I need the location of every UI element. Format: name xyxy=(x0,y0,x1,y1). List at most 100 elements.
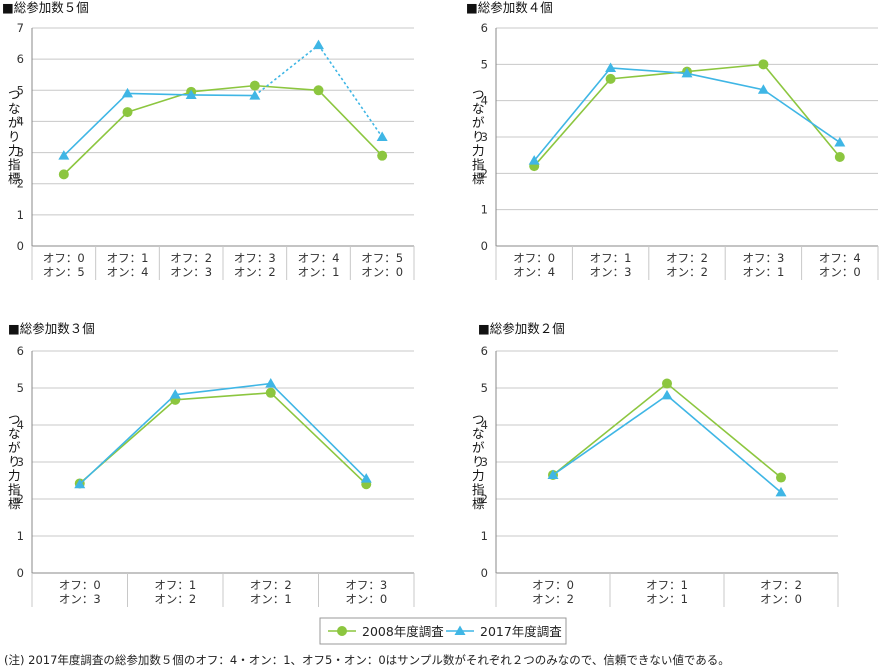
chart-title: ■総参加数２個 xyxy=(478,321,565,336)
data-point-2017 xyxy=(605,62,617,72)
legend: 2008年度調査 2017年度調査 xyxy=(319,617,567,645)
data-point-2008 xyxy=(265,387,276,398)
y-axis-label-glyph: 力 xyxy=(472,143,485,158)
series-line-segment xyxy=(127,92,192,96)
y-axis-label-glyph: 力 xyxy=(8,468,21,483)
series-line-segment xyxy=(666,394,782,493)
x-category-label: オフ：2 xyxy=(170,251,212,265)
series-line-segment xyxy=(63,92,129,157)
series-line-segment xyxy=(254,44,319,97)
y-axis-label-glyph: 力 xyxy=(8,143,21,158)
y-tick-label: 6 xyxy=(481,21,488,35)
x-category-label: オン：2 xyxy=(666,265,708,279)
series-line-segment xyxy=(191,94,255,97)
data-point-2008 xyxy=(122,107,133,118)
x-category-label: オン：2 xyxy=(154,592,196,606)
y-axis-label-glyph: な xyxy=(8,101,21,116)
x-category-label: オフ：1 xyxy=(107,251,149,265)
series-line-segment xyxy=(254,84,319,92)
x-category-label: オン：0 xyxy=(760,592,802,606)
x-category-label: オン：1 xyxy=(250,592,292,606)
data-point-2008 xyxy=(662,378,672,389)
x-category-label: オン：2 xyxy=(234,265,276,279)
y-tick-label: 1 xyxy=(481,529,488,543)
series-line-segment xyxy=(175,392,271,401)
x-category-label: オフ：3 xyxy=(234,251,276,265)
chart-title: ■総参加数３個 xyxy=(8,321,95,336)
y-axis-label-glyph: 力 xyxy=(472,468,485,483)
y-axis-label-glyph: 指 xyxy=(472,482,485,497)
y-tick-label: 3 xyxy=(481,130,488,144)
x-category-label: オン：2 xyxy=(532,592,574,606)
data-point-2017 xyxy=(775,486,787,497)
y-axis-label-glyph: 標 xyxy=(472,171,485,186)
chart-panel-2: ■総参加数４個 0 1 2 3 4 5 6 オフ：0オン：4 オフ：1オン：3 オフ：2オン：2 オフ… xyxy=(466,0,879,280)
y-tick-label: 3 xyxy=(481,455,488,469)
data-point-2017 xyxy=(169,389,181,399)
x-category-label: オフ：4 xyxy=(819,251,861,265)
data-point-2017 xyxy=(74,478,86,489)
x-category-label: オフ：0 xyxy=(43,251,85,265)
y-axis-label-glyph: り xyxy=(8,454,21,469)
y-tick-label: 3 xyxy=(17,455,24,469)
y-tick-label: 6 xyxy=(481,344,488,358)
data-point-2008 xyxy=(758,59,769,70)
series-line-segment xyxy=(610,67,688,75)
chart-title: ■総参加数５個 xyxy=(2,0,89,15)
x-category-label: オン：0 xyxy=(819,265,861,279)
y-tick-label: 1 xyxy=(17,529,24,543)
y-axis-label-glyph: り xyxy=(472,129,485,144)
y-tick-label: 6 xyxy=(17,52,24,66)
y-tick-label: 0 xyxy=(481,239,488,253)
y-tick-label: 5 xyxy=(481,57,488,71)
x-category-label: オフ：3 xyxy=(345,578,387,592)
y-tick-label: 4 xyxy=(481,418,488,432)
series-line-segment xyxy=(79,394,176,485)
series-line-segment xyxy=(762,89,841,144)
data-point-2008 xyxy=(313,85,324,96)
data-point-2017 xyxy=(757,84,769,94)
x-category-label: オフ：2 xyxy=(666,251,708,265)
y-axis-label-glyph: な xyxy=(472,101,485,116)
y-tick-label: 0 xyxy=(17,239,24,253)
y-axis-label-glyph: 標 xyxy=(8,496,21,511)
y-axis-label-glyph: 指 xyxy=(8,482,21,497)
y-tick-label: 7 xyxy=(17,21,24,35)
x-category-label: オフ：1 xyxy=(154,578,196,592)
data-point-2017 xyxy=(681,67,693,78)
series-line-segment xyxy=(270,382,367,480)
y-tick-label: 4 xyxy=(481,94,488,108)
y-axis-label-glyph: り xyxy=(472,454,485,469)
y-tick-label: 2 xyxy=(17,177,24,191)
x-category-label: オフ：1 xyxy=(590,251,632,265)
y-axis-label-glyph: が xyxy=(472,115,485,130)
data-point-2008 xyxy=(776,472,786,483)
data-point-2017 xyxy=(376,131,388,141)
data-point-2017 xyxy=(122,87,133,98)
data-point-2017 xyxy=(661,389,673,400)
legend-box xyxy=(319,617,567,645)
series-line-segment xyxy=(317,89,383,157)
x-category-label: オン：4 xyxy=(513,265,555,279)
series-line-segment xyxy=(533,67,612,162)
y-axis-label-glyph: つ xyxy=(8,412,21,427)
data-point-2017 xyxy=(313,39,324,50)
x-category-label: オン：4 xyxy=(107,265,149,279)
x-category-label: オン：3 xyxy=(59,592,101,606)
y-axis-label-glyph: な xyxy=(8,426,21,441)
x-category-label: オフ：2 xyxy=(760,578,802,592)
x-category-label: オフ：5 xyxy=(361,251,403,265)
y-axis-label-glyph: り xyxy=(8,129,21,144)
x-category-label: オフ：0 xyxy=(59,578,101,592)
legend-2008-marker xyxy=(337,626,347,636)
series-line-segment xyxy=(317,44,383,138)
series-line-segment xyxy=(686,72,764,91)
y-tick-label: 4 xyxy=(17,418,24,432)
data-point-2017 xyxy=(547,469,559,479)
data-point-2008 xyxy=(249,80,260,91)
legend-2017-marker xyxy=(454,625,466,635)
series-line-segment xyxy=(270,392,367,485)
data-point-2017 xyxy=(249,90,261,100)
y-tick-label: 2 xyxy=(481,492,488,506)
